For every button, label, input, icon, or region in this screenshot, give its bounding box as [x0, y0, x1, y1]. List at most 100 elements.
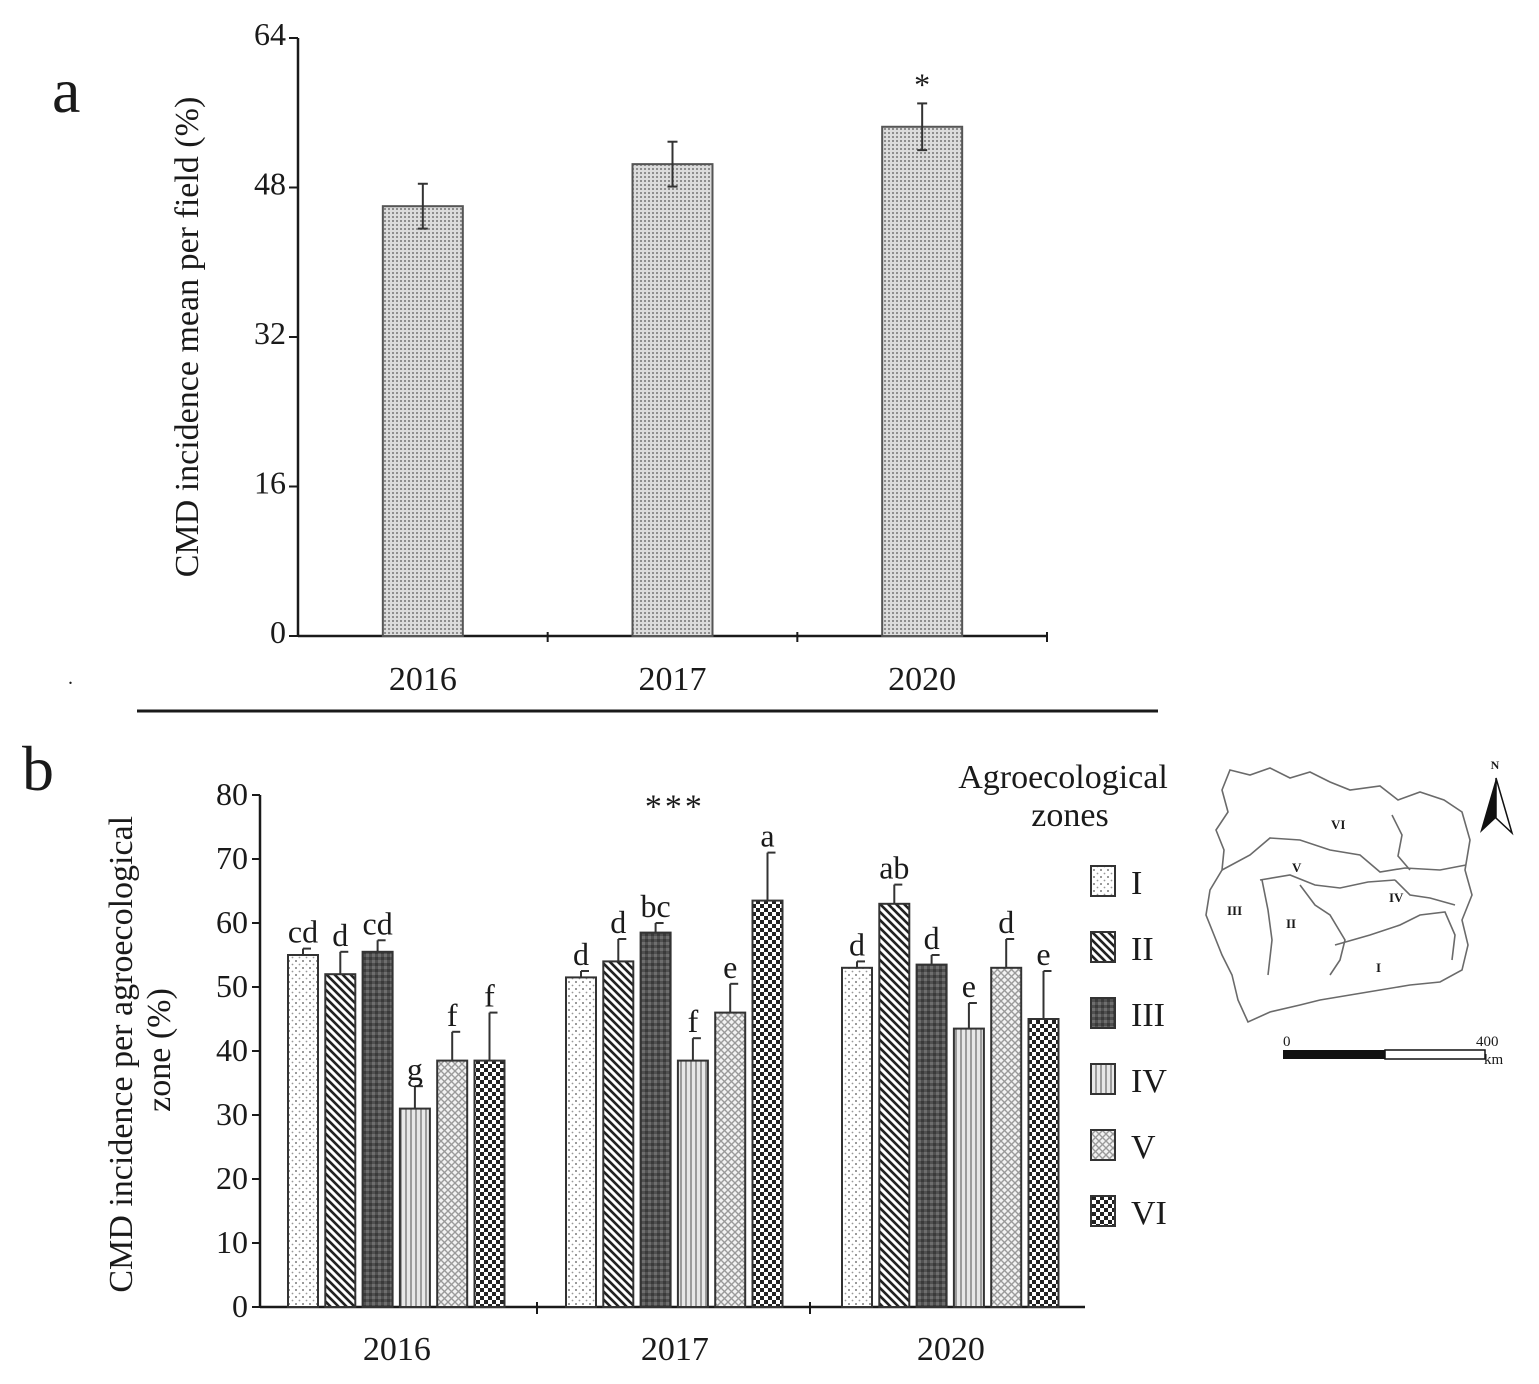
panel-b-y-axis-label-line1: CMD incidence per agroecological: [103, 816, 140, 1293]
panel-b-x-tick-label: 2020: [917, 1331, 985, 1368]
legend-title-line1: Agroecological: [958, 759, 1168, 796]
panel-b-bar-iii: [915, 963, 948, 1308]
legend-swatch-vi: [1090, 1195, 1116, 1227]
legend-label-vi: VI: [1131, 1195, 1167, 1232]
scale-bar-white: [1384, 1049, 1486, 1060]
map-label-v: V: [1292, 860, 1302, 875]
panel-a-bar: [881, 125, 964, 637]
panel-b-significance-mark: ***: [645, 788, 705, 825]
panel-b-bar-i: [565, 976, 597, 1309]
panel-a-y-tick-label: 48: [254, 166, 286, 202]
panel-b-y-tick-label: 30: [216, 1096, 248, 1132]
panel-b-bar-vi: [473, 1059, 506, 1308]
panel-b-y-tick-label: 60: [216, 904, 248, 940]
panel-a-chart: CMD incidence mean per field (%) 0 16 32 48…: [169, 16, 1048, 698]
legend-swatch-i: [1090, 865, 1116, 897]
panel-b-y-tick-label: 20: [216, 1160, 248, 1196]
panel-b-letter-label: bc: [640, 888, 670, 924]
map-zone-boundary-v: [1259, 874, 1396, 889]
panel-b-letter-label: d: [924, 920, 940, 956]
panel-label-b: b: [22, 733, 54, 804]
panel-b-letter-label: cd: [288, 914, 318, 950]
panel-a-significance-mark: *: [914, 66, 930, 102]
map-country-outline: [1205, 767, 1473, 1024]
panel-a-x-tick-label: 2017: [639, 661, 707, 698]
panel-b-letter-label: ab: [879, 850, 909, 886]
map-label-ii: II: [1286, 916, 1296, 931]
stray-mark: .: [68, 667, 73, 689]
panel-b-bar-v: [436, 1059, 469, 1308]
map-label-i: I: [1376, 960, 1381, 975]
panel-b-letter-label: g: [407, 1051, 423, 1087]
panel-b-letter-label: cd: [362, 905, 392, 941]
scale-unit: km: [1484, 1052, 1504, 1068]
panel-a-x-tick-label: 2020: [888, 661, 956, 698]
map-zone-boundary-i: [1334, 911, 1456, 961]
panel-b-bar-i: [841, 966, 873, 1308]
panel-b-bar-ii: [602, 960, 635, 1309]
panel-b-bar-iv: [398, 1107, 431, 1308]
legend-label-i: I: [1131, 865, 1142, 902]
map-zone-boundary-iv-i: [1394, 879, 1456, 906]
panel-b-y-tick-label: 50: [216, 968, 248, 1004]
panel-b-bar-i: [287, 954, 319, 1308]
legend-label-v: V: [1131, 1129, 1156, 1166]
map-label-iii: III: [1227, 903, 1242, 918]
panel-b-chart: CMD incidence per agroecological zone (%…: [103, 776, 1085, 1368]
panel-b-letter-label: d: [610, 904, 626, 940]
panel-b-letter-label: e: [1036, 936, 1050, 972]
north-arrow-icon-half: [1495, 777, 1514, 836]
north-label: N: [1491, 758, 1500, 772]
panel-b-letter-label: d: [573, 936, 589, 972]
legend-swatch-iii: [1090, 997, 1116, 1029]
panel-a-x-tick-label: 2016: [389, 661, 457, 698]
panel-b-bar-iii: [361, 950, 394, 1308]
legend-swatch-v: [1090, 1129, 1116, 1161]
map-zone-boundary-iv: [1391, 814, 1411, 871]
panel-b-y-axis-label-line2: zone (%): [141, 988, 178, 1112]
north-arrow-icon: [1480, 778, 1496, 833]
panel-b-bar-ii: [324, 973, 357, 1308]
panel-b-letter-label: f: [447, 997, 458, 1033]
panel-b-x-tick-label: 2017: [641, 1331, 709, 1368]
panel-b-letter-label: d: [849, 926, 865, 962]
panel-b-bar-vi: [751, 899, 784, 1308]
panel-b-letter-label: d: [998, 904, 1014, 940]
panel-a-y-tick-label: 0: [270, 614, 286, 650]
panel-a-bar: [631, 163, 714, 637]
panel-a-y-tick-label: 32: [254, 315, 286, 351]
panel-b-y-tick-label: 80: [216, 776, 248, 812]
panel-b-bar-v: [990, 966, 1023, 1308]
legend-swatch-ii: [1090, 931, 1116, 963]
panel-b-bar-v: [714, 1011, 747, 1308]
legend-title-line2: zones: [1031, 797, 1108, 834]
panel-b-bar-iv: [952, 1027, 985, 1308]
panel-b-letter-label: d: [332, 917, 348, 953]
map-zone-boundary-ii: [1261, 879, 1273, 976]
legend-label-ii: II: [1131, 931, 1154, 968]
panel-b-y-tick-label: 40: [216, 1032, 248, 1068]
panel-a-y-tick-label: 16: [254, 465, 286, 501]
panel-b-y-axis-label: CMD incidence per agroecological zone (%…: [103, 807, 178, 1292]
panel-b-bar-vi: [1027, 1018, 1060, 1308]
panel-b-letter-label: a: [760, 818, 774, 854]
panel-b-bar-iv: [676, 1059, 709, 1308]
panel-b-bar-iii: [639, 931, 672, 1308]
scale-bar-black: [1283, 1050, 1385, 1059]
panel-b-y-tick-label: 0: [232, 1288, 248, 1324]
legend-label-iii: III: [1131, 997, 1165, 1034]
panel-b-bar-ii: [878, 902, 911, 1308]
panel-a-y-tick-label: 64: [254, 16, 286, 52]
zone-map: VI V IV III II I N 0 400 km: [1205, 758, 1514, 1068]
legend-swatch-iv: [1090, 1063, 1116, 1095]
panel-b-letter-label: e: [962, 968, 976, 1004]
panel-b-y-tick-label: 10: [216, 1224, 248, 1260]
map-zone-boundary-iii: [1299, 884, 1346, 976]
legend-label-iv: IV: [1131, 1063, 1167, 1100]
panel-b-x-tick-label: 2016: [363, 1331, 431, 1368]
map-label-vi: VI: [1331, 817, 1345, 832]
scale-start: 0: [1283, 1034, 1291, 1050]
panel-a-y-axis-label: CMD incidence mean per field (%): [169, 97, 206, 578]
